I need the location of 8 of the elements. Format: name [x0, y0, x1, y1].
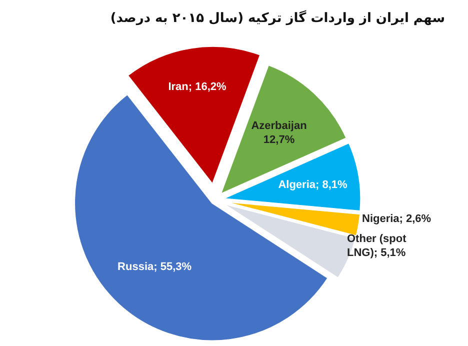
- data-label: 12,7%: [263, 134, 295, 146]
- slice-label: Nigeria; 2,6%: [362, 213, 432, 225]
- slice-label: Iran; 16,2%: [168, 81, 227, 94]
- slice-label: Algeria; 8,1%: [278, 178, 348, 191]
- slice-label: Other (spot LNG); 5,1%: [347, 233, 407, 259]
- slice-label: Russia; 55,3%: [118, 261, 192, 274]
- chart-title: سهم ایران از واردات گاز ترکیه (سال ۲۰۱۵ به درصد): [110, 10, 445, 26]
- slice-label: Azerbaijan: [251, 120, 308, 132]
